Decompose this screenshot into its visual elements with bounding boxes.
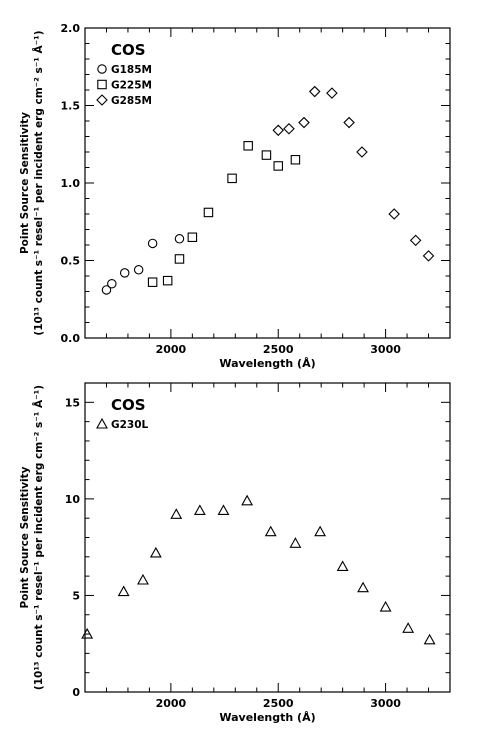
bottom-y-axis-label-line1: Point Source Sensitivity bbox=[19, 466, 31, 608]
data-point-g225m bbox=[227, 173, 237, 184]
data-point-g285m bbox=[272, 124, 285, 137]
bottom-data-points bbox=[81, 494, 436, 645]
data-point-g230l bbox=[264, 525, 277, 537]
data-point-g225m bbox=[187, 232, 198, 243]
data-point-g230l bbox=[314, 525, 327, 537]
legend-marker-g185m bbox=[97, 64, 107, 74]
data-point-g225m bbox=[203, 207, 214, 218]
data-point-g230l bbox=[241, 494, 254, 506]
top-legend-items: G185M G225M G285M bbox=[96, 64, 152, 107]
top-instrument-label: COS bbox=[111, 41, 146, 59]
y-tick-label: 0.5 bbox=[61, 255, 81, 268]
data-point-g230l bbox=[379, 600, 392, 612]
y-tick-label: 2.0 bbox=[61, 22, 81, 35]
top-x-axis-label: Wavelength (Å) bbox=[219, 357, 315, 370]
y-tick-label: 1.5 bbox=[61, 100, 81, 113]
data-point-g185m bbox=[133, 265, 144, 275]
data-point-g225m bbox=[174, 254, 185, 264]
data-point-g230l bbox=[402, 622, 415, 633]
x-tick-label: 3000 bbox=[370, 343, 401, 356]
data-point-g230l bbox=[423, 633, 436, 645]
y-tick-label: 15 bbox=[65, 396, 80, 409]
data-point-g285m bbox=[388, 208, 400, 220]
x-tick-label: 2500 bbox=[263, 343, 294, 356]
bottom-instrument-label: COS bbox=[111, 396, 146, 414]
legend-label-g225m: G225M bbox=[111, 80, 152, 92]
data-point-g230l bbox=[117, 585, 130, 597]
top-y-axis-label-line1: Point Source Sensitivity bbox=[19, 112, 31, 254]
x-tick-label: 2500 bbox=[263, 697, 294, 710]
data-point-g285m bbox=[298, 116, 310, 129]
data-point-g225m bbox=[273, 161, 283, 171]
y-tick-label: 0 bbox=[72, 686, 80, 699]
data-point-g225m bbox=[147, 277, 158, 287]
data-point-g285m bbox=[422, 250, 435, 262]
y-tick-label: 1.0 bbox=[61, 177, 81, 190]
data-point-g185m bbox=[107, 278, 117, 289]
bottom-x-axis-label: Wavelength (Å) bbox=[219, 711, 315, 724]
data-point-g285m bbox=[409, 234, 422, 247]
data-point-g285m bbox=[283, 122, 295, 135]
data-point-g185m bbox=[174, 234, 185, 244]
data-point-g230l bbox=[357, 581, 369, 593]
data-point-g185m bbox=[101, 285, 112, 295]
y-tick-label: 0.0 bbox=[61, 332, 81, 345]
legend-label-g230l: G230L bbox=[111, 419, 149, 431]
legend-marker-g285m bbox=[96, 94, 108, 106]
data-point-g230l bbox=[336, 560, 349, 572]
data-point-g285m bbox=[326, 87, 338, 99]
legend-marker-g225m bbox=[97, 79, 107, 90]
data-point-g230l bbox=[81, 627, 94, 639]
bottom-legend: COS G230L bbox=[96, 396, 149, 431]
bottom-sensitivity-panel: 2000 2500 3000 0 5 10 15 COS G230L Wavelength… bbox=[19, 382, 451, 724]
data-point-g285m bbox=[343, 116, 355, 129]
bottom-y-ticks: 0 5 10 15 bbox=[65, 382, 450, 699]
top-legend: COS G185M G225M G285M bbox=[96, 41, 152, 107]
legend-label-g185m: G185M bbox=[111, 64, 152, 76]
x-tick-label: 3000 bbox=[370, 697, 401, 710]
data-point-g285m bbox=[308, 85, 321, 98]
y-tick-label: 5 bbox=[72, 589, 80, 602]
top-y-axis-label-line2: (10¹³ count s⁻¹ resel⁻¹ per incident erg… bbox=[32, 30, 45, 335]
data-point-g185m bbox=[147, 238, 158, 249]
data-point-g225m bbox=[261, 150, 272, 160]
data-point-g225m bbox=[290, 155, 301, 165]
data-point-g185m bbox=[119, 268, 130, 278]
data-point-g285m bbox=[356, 146, 368, 158]
legend-label-g285m: G285M bbox=[111, 95, 152, 107]
bottom-legend-items: G230L bbox=[96, 417, 149, 431]
data-point-g230l bbox=[217, 504, 230, 516]
y-tick-label: 10 bbox=[65, 493, 81, 506]
bottom-x-ticks: 2000 2500 3000 bbox=[84, 383, 451, 710]
data-point-g225m bbox=[162, 275, 173, 286]
data-point-g225m bbox=[243, 141, 253, 151]
top-y-ticks: 0.0 0.5 1.0 1.5 2.0 bbox=[61, 22, 450, 345]
legend-marker-g230l bbox=[96, 417, 108, 429]
top-sensitivity-panel: 2000 2500 3000 0.0 0.5 1.0 1.5 2.0 COS G185M G2… bbox=[19, 22, 451, 370]
data-point-g230l bbox=[193, 504, 206, 516]
data-point-g230l bbox=[137, 573, 149, 585]
data-point-g230l bbox=[289, 537, 302, 548]
data-point-g230l bbox=[149, 546, 162, 558]
top-x-ticks: 2000 2500 3000 bbox=[84, 28, 451, 356]
x-tick-label: 2000 bbox=[156, 697, 187, 710]
data-point-g230l bbox=[170, 508, 183, 519]
bottom-y-axis-label-line2: (10¹³ count s⁻¹ resel⁻¹ per incident erg… bbox=[32, 385, 45, 690]
top-data-points bbox=[101, 85, 435, 295]
x-tick-label: 2000 bbox=[156, 343, 187, 356]
